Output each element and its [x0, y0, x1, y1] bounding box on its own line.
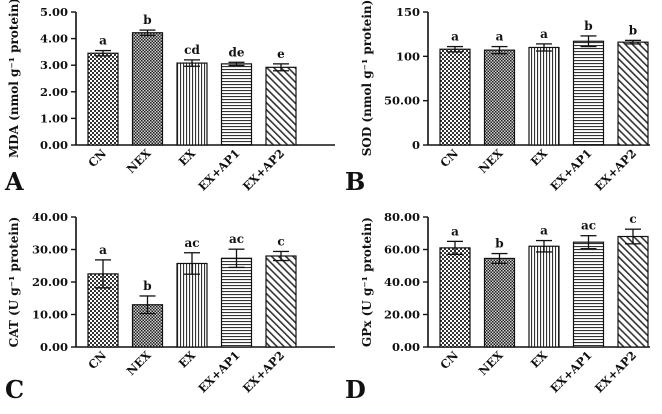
- y-axis-title: GPx (U g⁻¹ protein): [360, 217, 374, 347]
- bar-ex-ap1: [220, 257, 253, 348]
- y-tick-label: 4.00: [40, 32, 68, 46]
- bar-nex: [483, 257, 516, 348]
- y-axis-title: MDA (nmol g⁻¹ protein): [7, 0, 21, 158]
- y-tick-label: 0: [412, 138, 420, 152]
- category-label: EX+AP1: [195, 146, 242, 193]
- y-tick-label: 150: [396, 5, 420, 19]
- significance-label: a: [540, 224, 548, 238]
- bar-ex-ap1: [220, 63, 253, 146]
- panel-a: 0.00 1.00 2.00 3.00 4.00 5.00 MDA (nmol g⁻¹ pr…: [4, 0, 335, 196]
- significance-label: a: [99, 34, 107, 48]
- category-label: NEX: [124, 348, 154, 378]
- bar-ex: [528, 245, 560, 348]
- y-tick-label: 20.00: [32, 275, 68, 289]
- bar-cn: [87, 52, 119, 146]
- y-tick-label: 40.00: [32, 210, 68, 224]
- significance-label: a: [99, 243, 107, 257]
- significance-label: ac: [229, 232, 244, 246]
- y-tick-label: 3.00: [40, 58, 68, 72]
- significance-label: a: [496, 30, 504, 44]
- significance-label: c: [629, 212, 636, 226]
- category-label: EX+AP2: [592, 348, 639, 395]
- significance-label: cd: [184, 43, 200, 57]
- category-label: CN: [437, 146, 461, 170]
- panel-d: 0.00 20.00 40.00 60.00 80.00 GPx (U g⁻¹ prote…: [345, 210, 650, 404]
- bar-ex-ap2: [617, 41, 649, 146]
- significance-label: de: [228, 45, 244, 59]
- bar-nex: [131, 32, 164, 146]
- bar-ex-ap1: [572, 241, 605, 348]
- panel-b: 0 50.00 100 150 SOD (nmol g⁻¹ protein) Ba CN a N…: [345, 0, 650, 196]
- y-tick-label: 0.00: [392, 340, 420, 354]
- y-tick-label: 0.00: [40, 138, 68, 152]
- bar-ex-ap2: [265, 255, 297, 348]
- y-tick-label: 0.00: [40, 340, 68, 354]
- significance-label: b: [143, 279, 151, 293]
- bar-ex: [176, 62, 208, 146]
- y-tick-label: 50.00: [384, 94, 420, 108]
- y-tick-label: 60.00: [384, 243, 420, 257]
- significance-label: e: [277, 47, 285, 61]
- y-axis-title: CAT (U g⁻¹ protein): [7, 217, 21, 348]
- y-axis-title: SOD (nmol g⁻¹ protein): [360, 0, 374, 156]
- category-label: EX+AP1: [547, 146, 594, 193]
- y-tick-label: 30.00: [32, 243, 68, 257]
- y-tick-label: 2.00: [40, 85, 68, 99]
- category-label: NEX: [476, 146, 506, 176]
- category-label: NEX: [124, 146, 154, 176]
- significance-label: a: [451, 30, 459, 44]
- bar-ex: [528, 46, 560, 146]
- bar-ex-ap1: [572, 40, 605, 146]
- y-tick-label: 80.00: [384, 210, 420, 224]
- y-tick-label: 40.00: [384, 275, 420, 289]
- significance-label: ac: [581, 219, 596, 233]
- bar-nex: [483, 49, 516, 146]
- significance-label: b: [143, 13, 151, 27]
- panel-label: A: [4, 167, 24, 196]
- y-tick-label: 5.00: [40, 5, 68, 19]
- significance-label: b: [629, 23, 637, 37]
- category-label: CN: [85, 348, 109, 372]
- significance-label: ac: [184, 236, 199, 250]
- y-tick-label: 20.00: [384, 308, 420, 322]
- category-label: CN: [437, 348, 461, 372]
- category-label: CN: [85, 146, 109, 170]
- significance-label: a: [451, 224, 459, 238]
- panel-label: C: [5, 375, 24, 404]
- significance-label: c: [277, 234, 284, 248]
- category-label: EX: [528, 348, 550, 370]
- significance-label: a: [540, 27, 548, 41]
- bar-cn: [439, 247, 471, 348]
- category-label: EX+AP2: [240, 348, 287, 395]
- category-label: EX+AP1: [195, 348, 242, 395]
- category-label: EX+AP2: [592, 146, 639, 193]
- y-tick-label: 1.00: [40, 111, 68, 125]
- category-label: EX: [176, 348, 198, 370]
- significance-label: b: [584, 19, 592, 33]
- category-label: NEX: [476, 348, 506, 378]
- significance-label: b: [495, 237, 503, 251]
- bar-ex-ap2: [265, 66, 297, 146]
- bar-cn: [439, 48, 471, 146]
- panel-c: 0.00 10.00 20.00 30.00 40.00 CAT (U g⁻¹ prote…: [5, 210, 335, 404]
- category-label: EX: [528, 146, 550, 168]
- category-label: EX: [176, 146, 198, 168]
- bar-ex: [176, 262, 208, 348]
- category-label: EX+AP1: [547, 348, 594, 395]
- bar-ex-ap2: [617, 235, 649, 348]
- y-tick-label: 100: [396, 49, 420, 63]
- panel-label: D: [345, 375, 366, 404]
- category-label: EX+AP2: [240, 146, 287, 193]
- y-tick-label: 10.00: [32, 308, 68, 322]
- panel-label: B: [345, 167, 365, 196]
